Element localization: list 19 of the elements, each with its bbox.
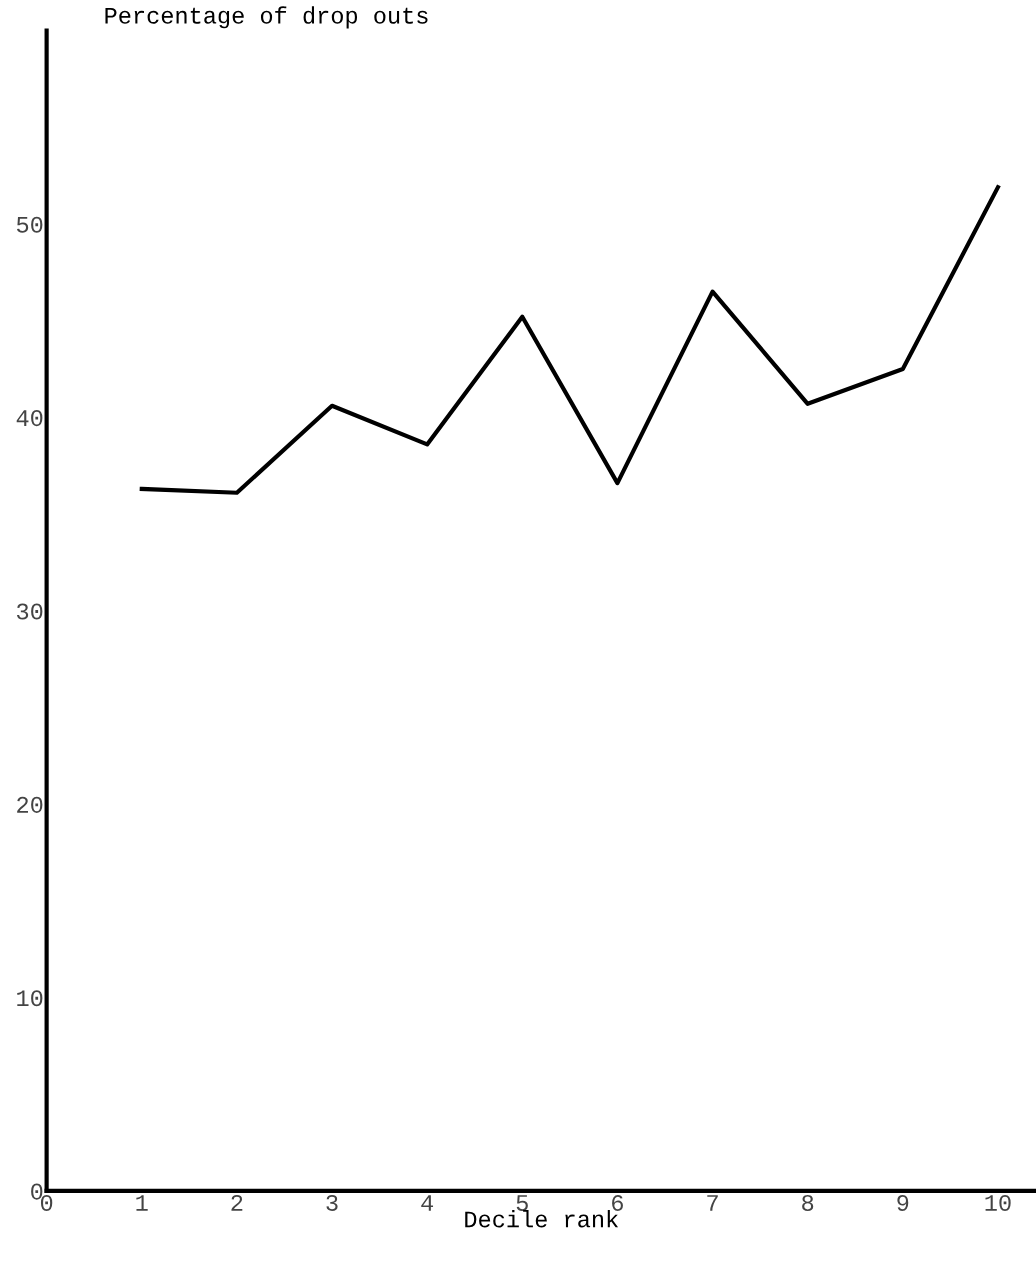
x-tick-label: 3 <box>326 1194 338 1211</box>
y-tick-label: 10 <box>17 990 43 1007</box>
x-tick-label: 10 <box>985 1194 1011 1211</box>
y-axis-title: Percentage of drop outs <box>105 6 428 29</box>
y-tick-label: 30 <box>16 603 43 620</box>
x-tick-label: 5 <box>516 1195 528 1211</box>
y-tick-label: 0 <box>31 1183 43 1200</box>
y-tick-label: 40 <box>16 410 43 427</box>
y-tick-label: 50 <box>16 216 43 233</box>
x-tick-label: 8 <box>802 1194 814 1211</box>
x-tick-label: 9 <box>897 1194 909 1211</box>
x-axis-title: Decile rank <box>465 1210 619 1228</box>
x-tick-label: 2 <box>231 1194 243 1211</box>
x-tick-label: 7 <box>707 1195 718 1211</box>
line-series <box>139 185 1001 495</box>
x-tick-label: 1 <box>136 1195 148 1211</box>
x-tick-label: 6 <box>612 1194 623 1211</box>
y-tick-label: 20 <box>17 796 43 813</box>
x-tick-label: 4 <box>421 1195 434 1211</box>
